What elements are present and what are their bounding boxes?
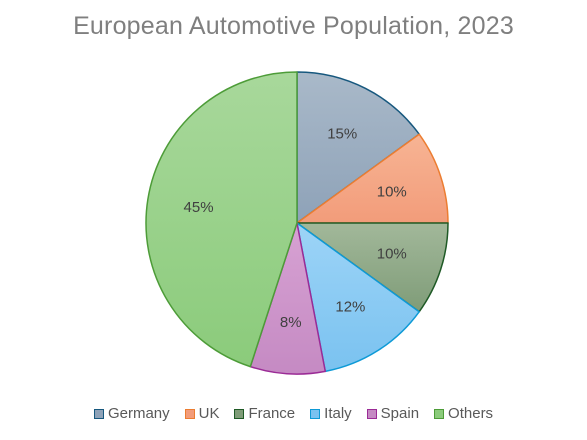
legend-item-germany: Germany [93, 405, 170, 422]
legend-item-france: France [234, 405, 295, 422]
legend-label: Spain [380, 405, 420, 422]
data-label-uk: 10% [377, 184, 407, 201]
legend-label: Germany [107, 405, 170, 422]
legend-label: France [248, 405, 296, 422]
legend-label: Others [448, 405, 494, 422]
pie-slice-germany [296, 71, 420, 224]
legend-swatch [434, 408, 445, 419]
pie-slice-uk [296, 133, 449, 224]
data-label-spain: 8% [280, 314, 302, 331]
legend-item-spain: Spain [366, 405, 420, 422]
legend-swatch [184, 408, 195, 419]
chart-legend: Germany UK France Italy Spain Others [0, 405, 587, 422]
pie-slice-france [296, 222, 449, 313]
legend-item-others: Others [434, 405, 493, 422]
legend-item-uk: UK [184, 405, 220, 422]
pie-slice-italy [296, 222, 420, 373]
legend-label: Italy [324, 405, 352, 422]
data-label-others: 45% [184, 199, 214, 216]
data-label-france: 10% [377, 245, 407, 262]
data-label-germany: 15% [327, 126, 357, 143]
pie-slices [145, 71, 449, 375]
legend-label: UK [198, 405, 220, 422]
data-labels: 15% 10% 10% 12% 8% 45% [184, 126, 407, 331]
chart-title: European Automotive Population, 2023 [73, 12, 514, 40]
legend-swatch [366, 408, 377, 419]
legend-swatch [234, 408, 245, 419]
data-label-italy: 12% [335, 299, 365, 316]
legend-swatch [93, 408, 104, 419]
legend-swatch [310, 408, 321, 419]
pie-slice-others [145, 71, 298, 368]
legend-item-italy: Italy [310, 405, 352, 422]
